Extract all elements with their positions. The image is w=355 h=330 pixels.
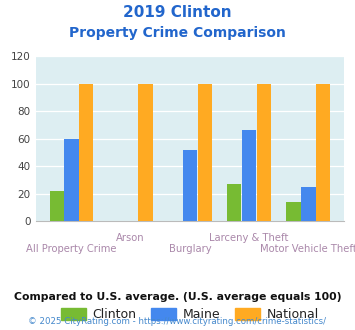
Text: Property Crime Comparison: Property Crime Comparison xyxy=(69,26,286,40)
Bar xyxy=(286,202,301,221)
Text: Motor Vehicle Theft: Motor Vehicle Theft xyxy=(260,244,355,254)
Text: Burglary: Burglary xyxy=(169,244,211,254)
Bar xyxy=(227,184,241,221)
Bar xyxy=(64,139,78,221)
Text: Larceny & Theft: Larceny & Theft xyxy=(209,233,289,243)
Text: © 2025 CityRating.com - https://www.cityrating.com/crime-statistics/: © 2025 CityRating.com - https://www.city… xyxy=(28,317,327,326)
Text: Arson: Arson xyxy=(116,233,145,243)
Text: All Property Crime: All Property Crime xyxy=(26,244,117,254)
Legend: Clinton, Maine, National: Clinton, Maine, National xyxy=(56,303,324,326)
Text: Compared to U.S. average. (U.S. average equals 100): Compared to U.S. average. (U.S. average … xyxy=(14,292,341,302)
Bar xyxy=(138,83,153,221)
Text: 2019 Clinton: 2019 Clinton xyxy=(123,5,232,20)
Bar xyxy=(79,83,93,221)
Bar xyxy=(198,83,212,221)
Bar xyxy=(183,149,197,221)
Bar xyxy=(301,187,316,221)
Bar xyxy=(257,83,271,221)
Bar xyxy=(316,83,330,221)
Bar xyxy=(242,130,256,221)
Bar xyxy=(50,191,64,221)
